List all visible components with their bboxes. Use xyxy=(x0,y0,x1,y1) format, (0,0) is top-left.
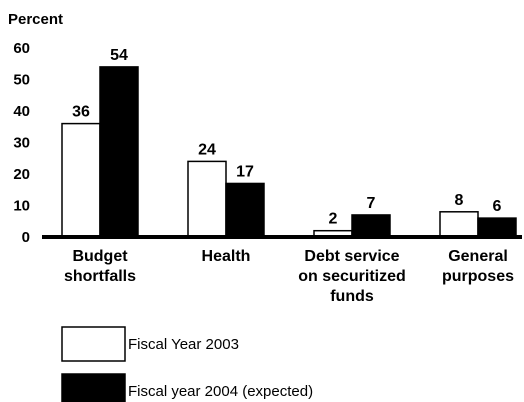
bars xyxy=(62,67,516,237)
y-tick-label: 40 xyxy=(13,103,30,120)
data-label: 54 xyxy=(110,47,128,64)
bar xyxy=(226,183,264,237)
y-tick-label: 10 xyxy=(13,198,30,215)
data-label: 17 xyxy=(236,163,254,180)
x-category-label: on securitized xyxy=(298,268,406,285)
bar xyxy=(100,67,138,237)
y-tick-label: 50 xyxy=(13,72,30,89)
legend-label: Fiscal Year 2003 xyxy=(128,336,239,353)
y-tick-label: 60 xyxy=(13,40,30,57)
data-label: 2 xyxy=(329,211,338,228)
data-label: 6 xyxy=(493,198,502,215)
x-category-label: Debt service xyxy=(304,248,399,265)
y-tick-label: 20 xyxy=(13,166,30,183)
legend-swatch xyxy=(62,374,125,402)
x-axis-categories: Budget shortfalls Health Debt service on sec… xyxy=(64,248,514,305)
x-category-label: funds xyxy=(330,288,374,305)
bar xyxy=(62,124,100,237)
x-category-label: shortfalls xyxy=(64,268,136,285)
bar xyxy=(440,212,478,237)
x-category-label: purposes xyxy=(442,268,514,285)
y-tick-label: 0 xyxy=(22,229,30,246)
x-category-label: General xyxy=(448,248,508,265)
bar xyxy=(352,215,390,237)
legend-swatch xyxy=(62,327,125,361)
x-category-label: Health xyxy=(202,248,251,265)
data-label: 36 xyxy=(72,104,90,121)
bar xyxy=(478,218,516,237)
data-label: 24 xyxy=(198,141,216,158)
legend: Fiscal Year 2003 Fiscal year 2004 (expect… xyxy=(62,327,313,402)
y-tick-label: 30 xyxy=(13,135,30,152)
bar xyxy=(188,161,226,237)
data-label: 8 xyxy=(455,192,464,209)
data-label: 7 xyxy=(367,195,376,212)
y-axis-ticks: 0 10 20 30 40 50 60 xyxy=(13,40,30,246)
legend-label: Fiscal year 2004 (expected) xyxy=(128,383,313,400)
x-category-label: Budget xyxy=(72,248,128,265)
y-axis-label: Percent xyxy=(8,11,63,28)
